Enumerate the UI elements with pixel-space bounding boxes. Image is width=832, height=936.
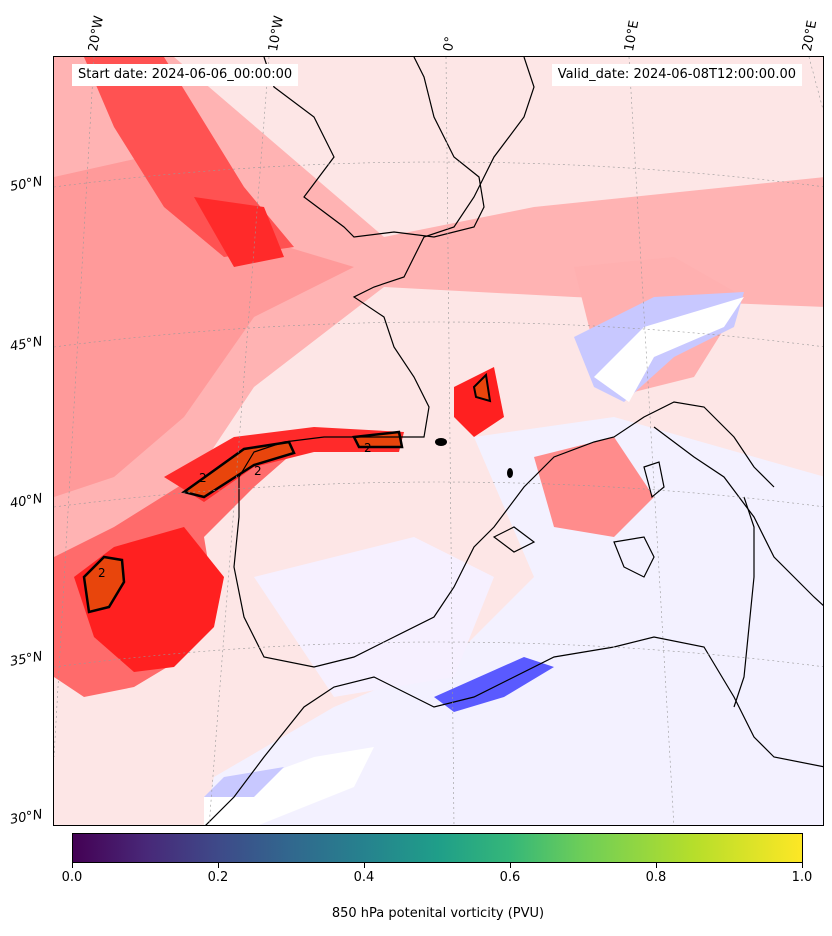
colorbar-tick xyxy=(510,863,511,868)
colorbar-tick-label: 0.0 xyxy=(61,870,83,885)
coastline-sardinia xyxy=(613,536,655,578)
lon-label-0: 0° xyxy=(441,35,459,53)
colorbar-tick-label: 0.2 xyxy=(207,870,229,885)
coastline-balearic xyxy=(492,526,536,553)
contour-label: 2 xyxy=(199,471,207,485)
colorbar-tick xyxy=(802,863,803,868)
pv-core-france xyxy=(454,367,504,437)
coastline-france-iberia xyxy=(233,57,775,668)
coastline-italy xyxy=(653,426,823,606)
colorbar-title: 850 hPa potenital vorticity (PVU) xyxy=(331,906,545,921)
colorbar-tick xyxy=(656,863,657,868)
pv-negative-sahara xyxy=(204,767,284,797)
valid-date-label: Valid_date: 2024-06-08T12:00:00.00 xyxy=(551,64,802,86)
lat-label-45n: 45°N xyxy=(8,334,44,355)
pv-core-north xyxy=(194,197,284,267)
pv-contour-2-southwest xyxy=(82,555,126,614)
colorbar xyxy=(72,833,803,863)
pv-field-map: 2 2 2 2 xyxy=(54,57,823,825)
lon-label-10e: 10°E xyxy=(622,19,643,53)
start-date-label: Start date: 2024-06-06_00:00:00 xyxy=(72,64,299,86)
coastline-corsica xyxy=(643,461,665,499)
pv-contour-2-biscay xyxy=(352,430,404,449)
pv-negative-atlas xyxy=(434,657,554,712)
colorbar-tick xyxy=(72,863,73,868)
colorbar-tick xyxy=(364,863,365,868)
pv-contour-dot xyxy=(435,438,447,446)
lat-label-35n: 35°N xyxy=(8,649,44,670)
coastline-north-africa xyxy=(205,636,823,825)
graticule xyxy=(54,57,823,825)
contour-label: 2 xyxy=(364,441,372,455)
pv-low-region-iberia xyxy=(254,537,494,697)
colorbar-tick-label: 1.0 xyxy=(791,870,813,885)
contour-label: 2 xyxy=(254,464,262,478)
lat-label-50n: 50°N xyxy=(8,174,44,195)
coastlines xyxy=(205,57,823,825)
pv-contour-dot xyxy=(507,468,513,478)
pv-mediterranean xyxy=(534,437,654,537)
pv-contour-2-galicia xyxy=(181,440,296,499)
colorbar-tick-label: 0.8 xyxy=(645,870,667,885)
colorbar-tick-label: 0.4 xyxy=(353,870,375,885)
colorbar-tick xyxy=(218,863,219,868)
coastline-italy-south xyxy=(733,496,755,708)
pv-contour-2-france xyxy=(472,372,492,403)
pv-low-region xyxy=(204,417,823,825)
lon-label-20w: 20°W xyxy=(86,14,108,53)
lon-label-20e: 20°E xyxy=(800,19,821,53)
pv-masked-sahara xyxy=(204,747,374,825)
lat-label-30n: 30°N xyxy=(8,807,44,828)
lon-label-10w: 10°W xyxy=(266,14,288,53)
coastline-great-britain xyxy=(263,57,485,238)
map-panel: 2 2 2 2 xyxy=(53,56,824,826)
pv-band-atlantic xyxy=(54,157,354,497)
colorbar-tick-label: 0.6 xyxy=(499,870,521,885)
lat-label-40n: 40°N xyxy=(8,491,44,512)
contour-label: 2 xyxy=(98,566,106,580)
pv-masked-alps xyxy=(594,297,744,402)
